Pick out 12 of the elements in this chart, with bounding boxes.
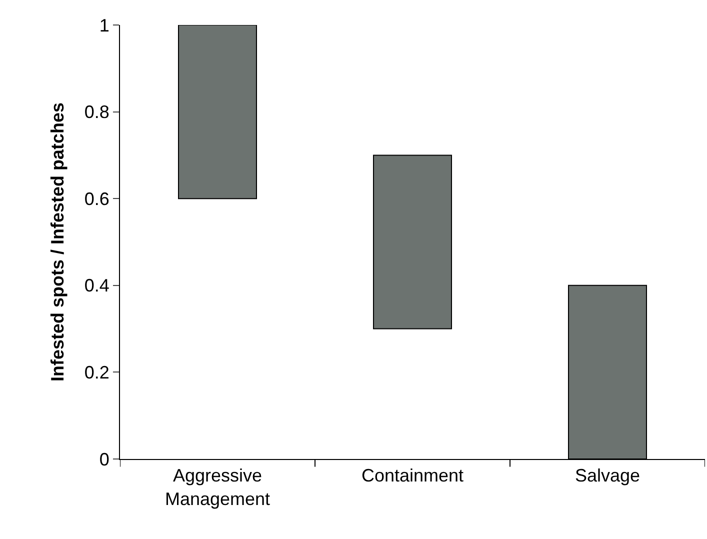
y-tick-label: 1 [99, 15, 110, 36]
bar [373, 154, 452, 330]
y-axis-title: Infested spots / Infested patches [48, 102, 68, 382]
x-tick-label: Aggressive Management [164, 466, 270, 509]
y-tick-label: 0.8 [84, 102, 110, 122]
y-tick-label: 0 [99, 449, 110, 470]
y-tick-label: 0.2 [84, 362, 110, 382]
x-tick-label: Containment [361, 466, 464, 486]
y-tick-label: 0.4 [84, 276, 110, 296]
bar [178, 25, 257, 200]
y-tick-label: 0.6 [84, 188, 110, 209]
x-tick-label: Salvage [574, 466, 640, 486]
